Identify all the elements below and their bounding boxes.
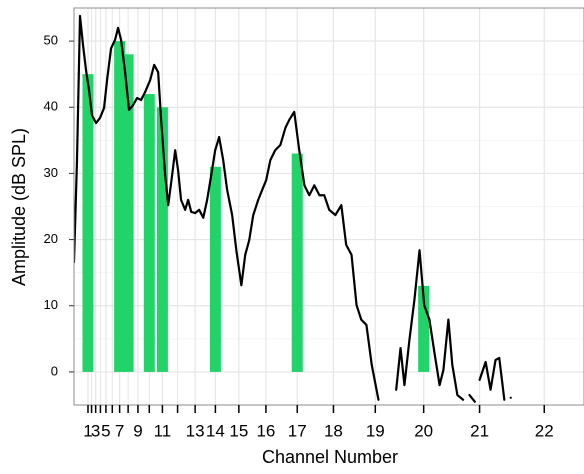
bar xyxy=(156,107,168,372)
x-tick-label: 9 xyxy=(133,421,142,440)
x-tick-label: 17 xyxy=(288,421,307,440)
bar xyxy=(209,166,221,372)
x-tick-label: 16 xyxy=(256,421,275,440)
x-tick-label: 11 xyxy=(154,421,172,440)
y-tick-label: 50 xyxy=(44,33,58,48)
x-tick-label: 22 xyxy=(535,421,554,440)
y-tick-label: 20 xyxy=(44,231,58,246)
x-tick-label: 14 xyxy=(206,421,225,440)
plot-border xyxy=(73,7,584,406)
x-tick-label: 13 xyxy=(186,421,205,440)
x-tick-label: 3 xyxy=(91,421,100,440)
bar xyxy=(122,54,134,372)
x-tick-label: 1 xyxy=(83,421,92,440)
x-tick-label: 19 xyxy=(366,421,385,440)
bar xyxy=(143,94,155,372)
x-tick-label: 21 xyxy=(470,421,489,440)
y-tick-label: 30 xyxy=(44,165,58,180)
x-tick-label: 20 xyxy=(414,421,433,440)
x-axis-title: Channel Number xyxy=(262,447,398,467)
y-tick-label: 40 xyxy=(44,99,58,114)
bar xyxy=(291,153,303,372)
x-tick-label: 18 xyxy=(324,421,343,440)
bar xyxy=(82,74,94,372)
x-tick-label: 15 xyxy=(229,421,248,440)
bar xyxy=(114,41,126,372)
marks xyxy=(74,14,512,403)
bar xyxy=(418,285,430,372)
x-tick-label: 5 xyxy=(101,421,110,440)
y-tick-label: 10 xyxy=(44,297,58,312)
spectrum-line xyxy=(74,14,512,403)
y-axis-title: Amplitude (dB SPL) xyxy=(9,128,29,286)
x-tick-label: 7 xyxy=(115,421,124,440)
y-tick-label: 0 xyxy=(51,363,58,378)
